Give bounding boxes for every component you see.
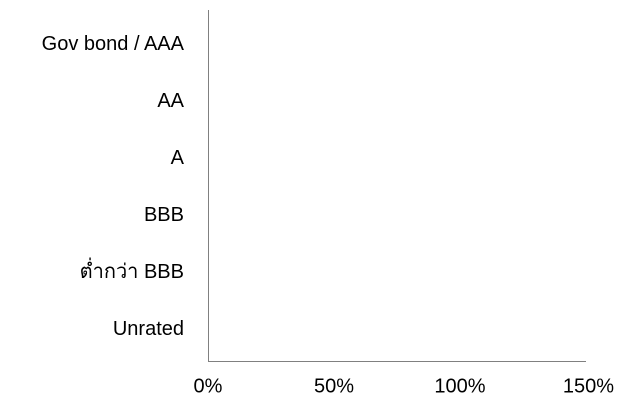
category-label: ต่ำกว่า BBB xyxy=(80,257,184,283)
x-tick-label: 100% xyxy=(434,375,485,397)
x-tick-label: 150% xyxy=(563,375,614,397)
category-label: Unrated xyxy=(113,318,184,340)
category-label: Gov bond / AAA xyxy=(42,33,185,55)
x-tick-label: 50% xyxy=(314,375,354,397)
category-label: BBB xyxy=(144,204,184,226)
category-label: A xyxy=(171,147,185,169)
category-label: AA xyxy=(157,90,184,112)
x-tick-label: 0% xyxy=(194,375,223,397)
x-tick-labels: 0% 50% 100% 150% xyxy=(194,375,615,397)
